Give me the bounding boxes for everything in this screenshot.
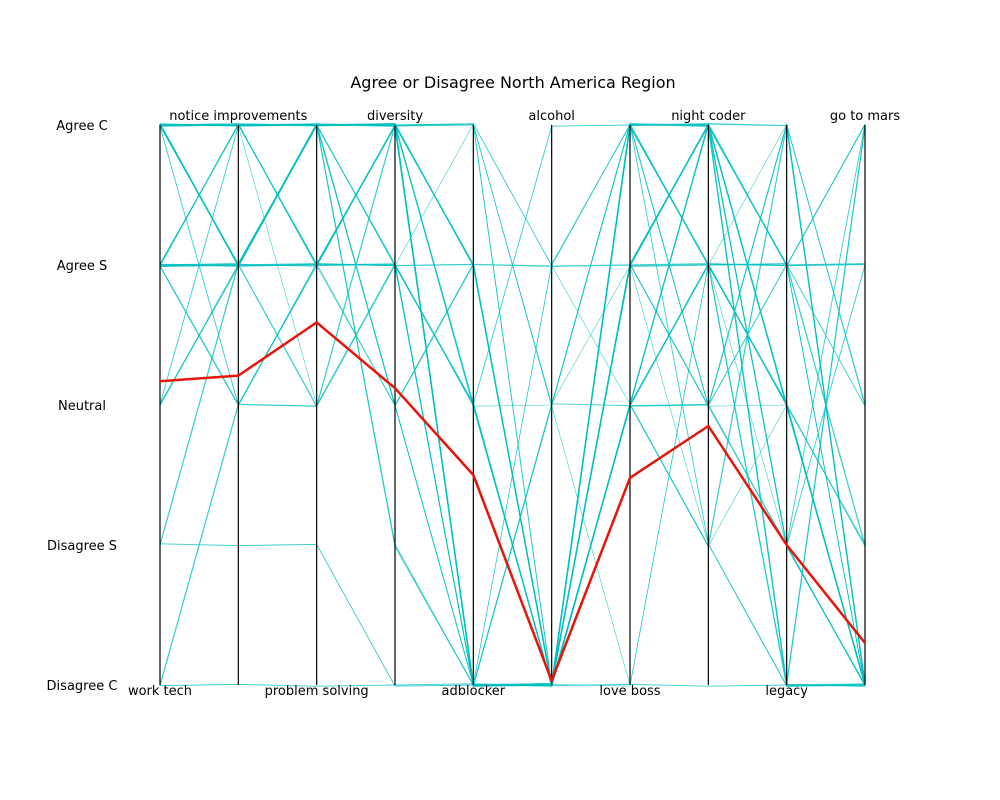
highlight-series [159, 321, 866, 683]
axis-label: work tech [128, 684, 192, 699]
axis-label: problem solving [265, 684, 369, 699]
background-line [159, 123, 866, 547]
background-line [159, 123, 866, 687]
level-labels: Agree C Agree S Neutral Disagree S Disagree … [47, 119, 118, 694]
level-label: Neutral [58, 399, 106, 414]
axes [159, 125, 866, 685]
axis-label: go to mars [830, 109, 900, 124]
highlight-line [159, 321, 866, 683]
axis-labels: work tech notice improvements problem solv… [128, 109, 900, 699]
level-label: Disagree S [47, 539, 117, 554]
background-lines [159, 122, 866, 689]
axis-label: diversity [367, 109, 423, 124]
axis-label: legacy [765, 684, 808, 699]
axis-label: notice improvements [169, 109, 307, 124]
level-label: Agree S [57, 259, 108, 274]
level-label: Agree C [56, 119, 107, 134]
chart-title: Agree or Disagree North America Region [350, 73, 675, 92]
axis-label: adblocker [442, 684, 506, 699]
axis-label: love boss [599, 684, 660, 699]
axis-label: night coder [671, 109, 746, 124]
axis-label: alcohol [528, 109, 574, 124]
level-label: Disagree C [47, 679, 118, 694]
background-line [159, 123, 866, 687]
